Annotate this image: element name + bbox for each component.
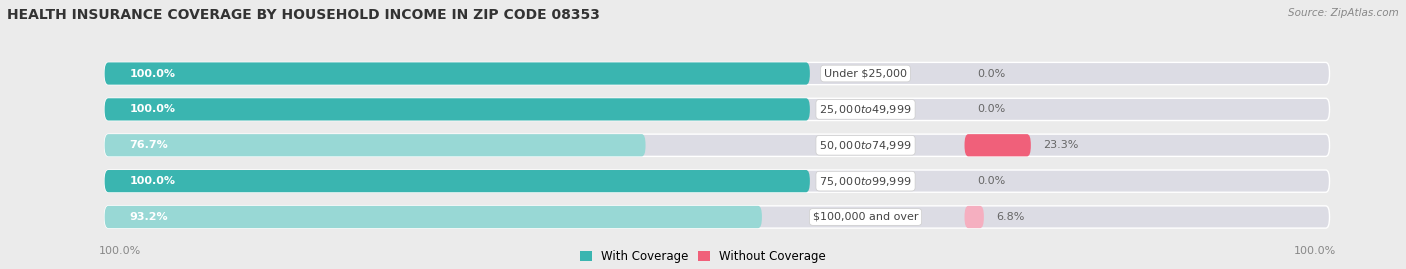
Text: Under $25,000: Under $25,000 [824, 69, 907, 79]
Text: $75,000 to $99,999: $75,000 to $99,999 [820, 175, 911, 187]
Text: 100.0%: 100.0% [1294, 246, 1336, 256]
Text: $25,000 to $49,999: $25,000 to $49,999 [820, 103, 911, 116]
FancyBboxPatch shape [104, 170, 810, 192]
Text: $50,000 to $74,999: $50,000 to $74,999 [820, 139, 911, 152]
Text: 100.0%: 100.0% [129, 176, 176, 186]
Text: Source: ZipAtlas.com: Source: ZipAtlas.com [1288, 8, 1399, 18]
Text: 0.0%: 0.0% [977, 69, 1005, 79]
FancyBboxPatch shape [104, 134, 645, 156]
FancyBboxPatch shape [104, 98, 1330, 121]
Text: 100.0%: 100.0% [129, 104, 176, 114]
FancyBboxPatch shape [104, 62, 810, 85]
Text: 100.0%: 100.0% [129, 69, 176, 79]
FancyBboxPatch shape [104, 206, 1330, 228]
Text: 6.8%: 6.8% [997, 212, 1025, 222]
FancyBboxPatch shape [104, 206, 762, 228]
Text: 0.0%: 0.0% [977, 104, 1005, 114]
Text: 0.0%: 0.0% [977, 176, 1005, 186]
Legend: With Coverage, Without Coverage: With Coverage, Without Coverage [579, 250, 827, 263]
FancyBboxPatch shape [104, 134, 1330, 156]
FancyBboxPatch shape [104, 98, 810, 121]
Text: 23.3%: 23.3% [1043, 140, 1078, 150]
FancyBboxPatch shape [104, 170, 1330, 192]
FancyBboxPatch shape [965, 134, 1031, 156]
FancyBboxPatch shape [104, 62, 1330, 85]
Text: 100.0%: 100.0% [98, 246, 141, 256]
Text: HEALTH INSURANCE COVERAGE BY HOUSEHOLD INCOME IN ZIP CODE 08353: HEALTH INSURANCE COVERAGE BY HOUSEHOLD I… [7, 8, 600, 22]
FancyBboxPatch shape [965, 206, 984, 228]
Text: 76.7%: 76.7% [129, 140, 169, 150]
Text: 93.2%: 93.2% [129, 212, 167, 222]
Text: $100,000 and over: $100,000 and over [813, 212, 918, 222]
